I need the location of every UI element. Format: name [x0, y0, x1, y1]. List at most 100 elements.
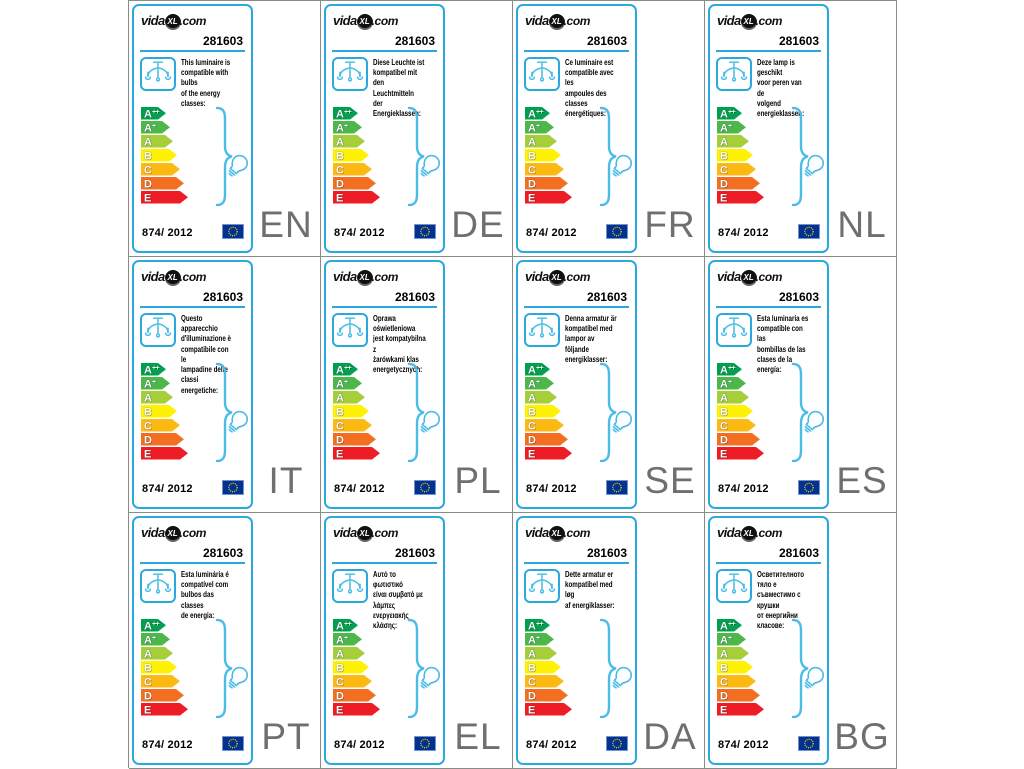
logo-xl-circle-icon: XL [740, 526, 757, 542]
chandelier-glyph [720, 61, 748, 82]
chandelier-icon [332, 569, 368, 603]
energy-arrow-a: A [141, 135, 173, 148]
vidaxl-logo: vida XL .com [717, 268, 782, 286]
arrow-superscript: + [343, 123, 348, 130]
language-code: NL [837, 204, 887, 245]
logo-text-com: .com [179, 270, 207, 284]
arrow-letter: A [144, 378, 152, 391]
energy-arrow-e: E [525, 191, 572, 204]
arrow-letter: A [336, 122, 344, 135]
arrow-letter: C [144, 676, 152, 689]
energy-arrow-b: B [525, 405, 561, 418]
arrow-letter: D [528, 690, 536, 703]
logo-text-com: .com [371, 270, 399, 284]
arrow-letter: A [720, 364, 728, 377]
logo-xl-circle-icon: XL [164, 14, 181, 30]
arrow-letter: C [720, 164, 728, 177]
arrow-letter: C [336, 420, 344, 433]
label-cell: vida XL .com 281603 [129, 257, 321, 513]
arrow-letter: E [528, 192, 536, 205]
description-row: Αυτό το φωτιστικό είναι συμβατό με λάμπε… [332, 569, 441, 631]
label-cell: vida XL .com 281603 [321, 1, 513, 257]
energy-arrow-a-plus: A+ [525, 377, 554, 390]
arrow-letter: B [720, 150, 728, 163]
brace-and-bulb-icon [215, 618, 249, 719]
energy-arrow-d: D [333, 433, 376, 446]
logo-xl-circle-icon: XL [740, 14, 757, 30]
description-row: Dette armatur er kompatibel med løg af e… [524, 569, 633, 611]
eu-flag-icon [222, 736, 244, 751]
product-number: 281603 [586, 546, 627, 560]
energy-arrow-a-plus: A+ [717, 377, 746, 390]
energy-arrow-d: D [717, 177, 760, 190]
chandelier-glyph [528, 61, 556, 82]
description-row: Diese Leuchte ist kompatibel mit den Leu… [332, 57, 441, 119]
brace-and-bulb-icon [599, 618, 633, 719]
regulation-number: 874/ 2012 [334, 483, 385, 495]
arrow-letter: A [336, 392, 344, 405]
arrow-letter: E [720, 704, 728, 717]
energy-arrow-e: E [525, 447, 572, 460]
arrow-letter: E [528, 704, 536, 717]
compatibility-text: This luminaire is compatible with bulbs … [181, 58, 231, 108]
arrow-letter: D [528, 178, 536, 191]
energy-class-arrows: A++ A+ A B C D E [525, 619, 572, 717]
regulation-number: 874/ 2012 [526, 739, 577, 751]
language-code: EL [454, 716, 502, 757]
chandelier-glyph [144, 61, 172, 82]
logo-text-vida: vida [141, 269, 165, 284]
arrow-letter: D [336, 690, 344, 703]
energy-class-arrows: A++ A+ A B C D E [333, 107, 380, 205]
eu-flag-icon [414, 224, 436, 239]
energy-label-card: vida XL .com 281603 [132, 516, 253, 765]
arrow-letter: D [144, 178, 152, 191]
energy-arrow-e: E [333, 447, 380, 460]
chandelier-glyph [336, 573, 364, 594]
vidaxl-logo: vida XL .com [525, 524, 590, 542]
brace-and-bulb-icon [791, 106, 825, 207]
logo-xl-circle-icon: XL [548, 270, 565, 286]
logo-text-com: .com [371, 14, 399, 28]
chandelier-glyph [528, 317, 556, 338]
chandelier-glyph [144, 573, 172, 594]
arrow-letter: A [144, 620, 152, 633]
logo-text-com: .com [179, 14, 207, 28]
energy-class-arrows: A++ A+ A B C D E [333, 619, 380, 717]
energy-label-card: vida XL .com 281603 [324, 4, 445, 253]
energy-arrow-a-plus-plus: A++ [141, 619, 166, 632]
logo-xl-circle-icon: XL [548, 526, 565, 542]
energy-arrow-a-plus: A+ [333, 377, 362, 390]
regulation-number: 874/ 2012 [142, 739, 193, 751]
arrow-superscript: + [151, 635, 156, 642]
arrow-letter: D [528, 434, 536, 447]
chandelier-glyph [720, 573, 748, 594]
regulation-number: 874/ 2012 [718, 483, 769, 495]
chandelier-icon [524, 57, 560, 91]
arrow-letter: A [720, 620, 728, 633]
label-cell: vida XL .com 281603 [705, 257, 897, 513]
energy-arrow-c: C [333, 675, 372, 688]
arrow-letter: A [720, 648, 728, 661]
compatibility-text: Осветителното тяло е съвместимо с крушки… [757, 570, 805, 631]
energy-arrow-a-plus: A+ [141, 121, 170, 134]
label-cell: vida XL .com 281603 [705, 513, 897, 769]
logo-text-vida: vida [525, 13, 549, 28]
logo-text-com: .com [371, 526, 399, 540]
eu-flag-icon [606, 736, 628, 751]
arrow-superscript: + [535, 635, 540, 642]
chandelier-icon [140, 313, 176, 347]
arrow-letter: C [528, 164, 536, 177]
arrow-letter: A [720, 136, 728, 149]
energy-class-arrows: A++ A+ A B C D E [525, 363, 572, 461]
arrow-letter: A [528, 136, 536, 149]
chandelier-icon [524, 569, 560, 603]
header-divider [716, 562, 821, 564]
compatibility-text: Esta luminária é compatível com bulbos d… [181, 570, 229, 620]
chandelier-glyph [144, 317, 172, 338]
logo-text-vida: vida [717, 525, 741, 540]
arrow-letter: D [720, 434, 728, 447]
language-code: IT [268, 460, 304, 501]
energy-arrow-a-plus: A+ [717, 633, 746, 646]
arrow-letter: A [144, 108, 152, 121]
energy-arrow-c: C [141, 675, 180, 688]
